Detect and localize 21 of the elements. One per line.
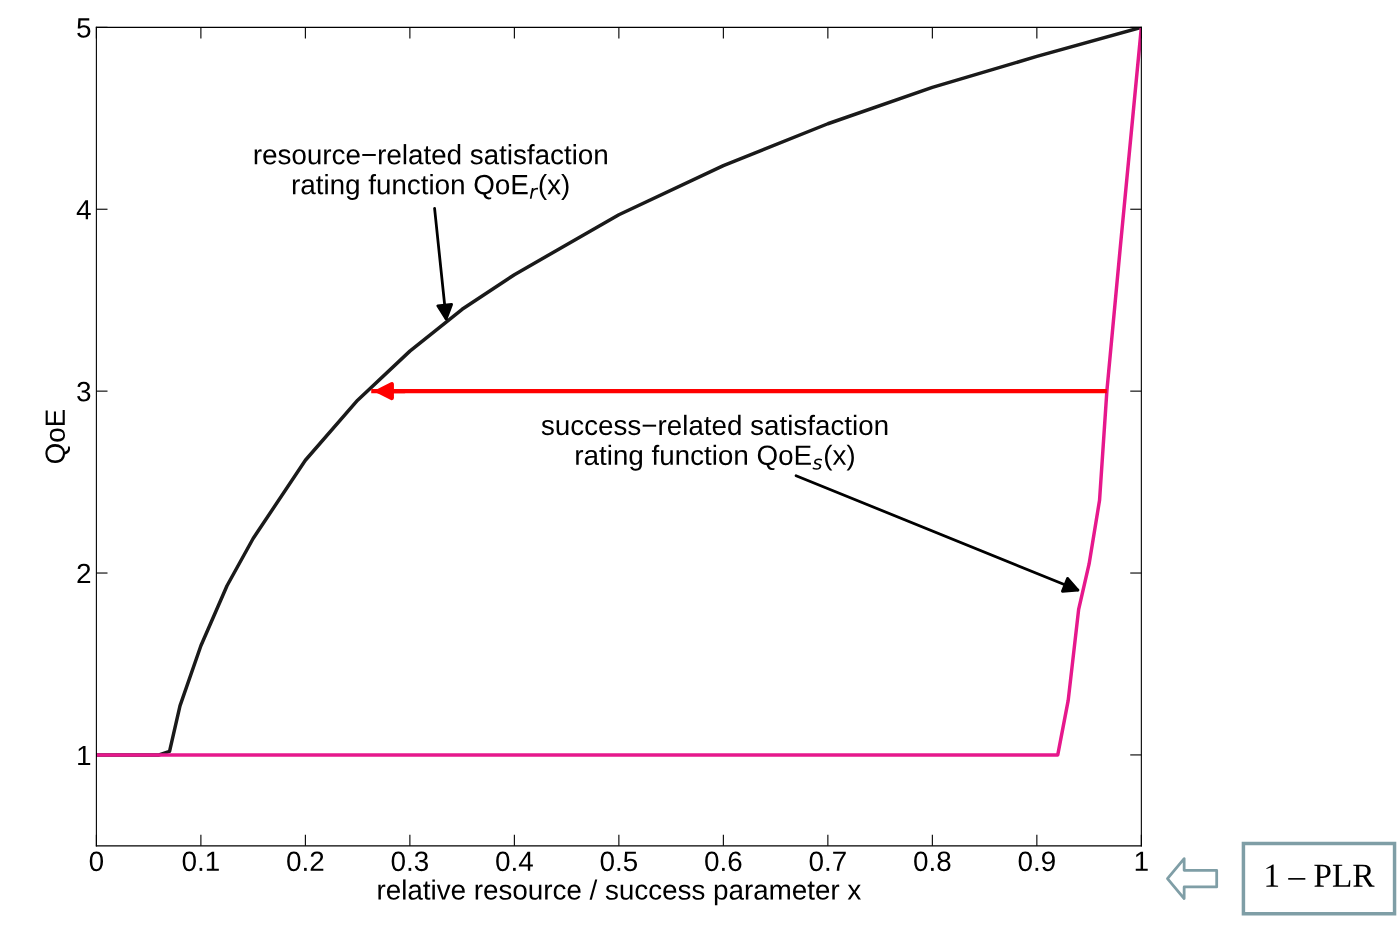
annotation: resource−related satisfaction rating function QoE$_{r}$(x)	[254, 144, 607, 200]
annotation: success−related satisfaction rating function QoE$_{s}$(x)	[541, 414, 888, 471]
y-tick-label: 5	[77, 18, 91, 38]
y-tick-label: 3	[77, 381, 91, 402]
x-tick-label: 0.4	[496, 851, 533, 872]
x-tick-label: 0.5	[600, 851, 638, 872]
x-tick-label: 1	[1135, 851, 1148, 871]
x-tick-label: 0.6	[705, 851, 742, 872]
x-axis-title: relative resource / success parameter x	[378, 879, 861, 906]
x-tick-label: 0.2	[287, 851, 324, 872]
y-tick-label: 1	[78, 745, 91, 765]
x-tick-label: 0.3	[391, 851, 428, 872]
x-tick-label: 0.8	[914, 851, 951, 872]
y-tick-label: 2	[77, 563, 91, 584]
text: 1 – PLR	[1266, 864, 1375, 887]
y-tick-label: 4	[76, 200, 91, 220]
x-tick-label: 0.9	[1018, 851, 1055, 872]
x-tick-label: 0.1	[182, 851, 219, 872]
x-tick-label: 0.7	[809, 851, 846, 872]
y-axis-title: QoE	[45, 410, 71, 464]
x-tick-label: 0	[89, 851, 104, 872]
